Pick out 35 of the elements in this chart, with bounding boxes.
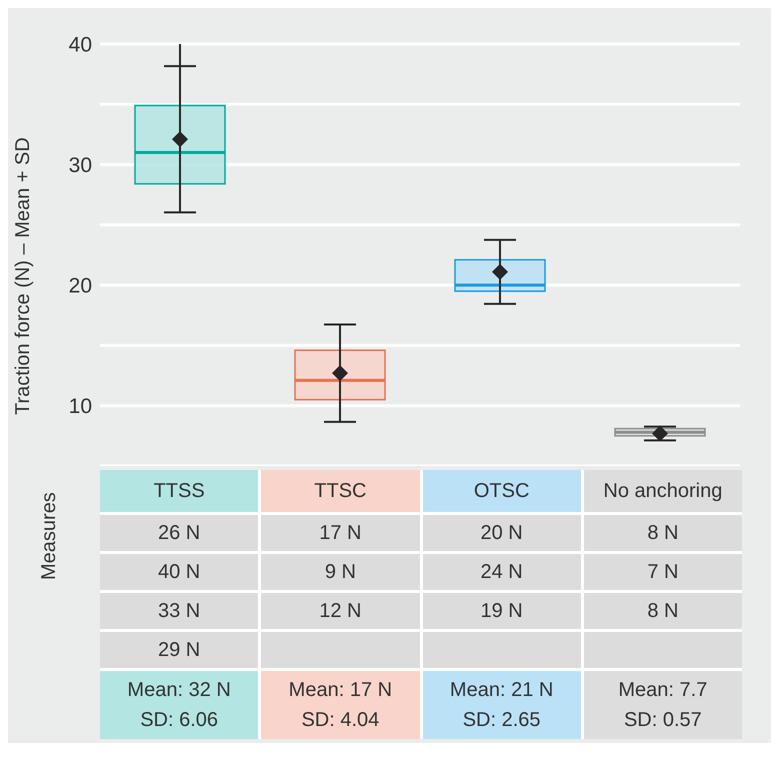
point (332, 365, 348, 382)
x-tick-label: OTSC (422, 470, 581, 512)
row-header: Measures (38, 492, 61, 580)
x-tick-label: No anchoring (584, 470, 742, 512)
text: 12 N (261, 593, 420, 629)
text: Mean: 7.7 (618, 678, 708, 703)
y-tick-label: 40 (68, 33, 92, 56)
text: Mean: 17 N (288, 678, 392, 703)
x-tick-label: TTSS (100, 470, 258, 512)
point (172, 131, 188, 148)
y-tick-label: 10 (68, 395, 92, 418)
text: SD: 0.57 (624, 708, 702, 733)
text: 33 N (100, 593, 258, 629)
text: 40 N (100, 554, 258, 590)
y-tick-label: 20 (68, 274, 92, 298)
text: SD: 2.65 (462, 708, 541, 733)
text: Mean: 21 N (450, 678, 554, 703)
text: 7 N (584, 554, 742, 590)
text: SD: 4.04 (301, 708, 380, 733)
point (492, 264, 508, 280)
text: 8 N (584, 515, 742, 551)
text: 20 N (422, 515, 581, 551)
y-axis-title: Traction force (N) – Mean + SD (12, 137, 34, 415)
text: 17 N (261, 515, 420, 551)
text: 9 N (261, 554, 420, 590)
text: SD: 6.06 (140, 708, 218, 733)
text: 24 N (422, 554, 581, 590)
text: 26 N (100, 515, 258, 551)
x-tick-label: TTSC (261, 470, 420, 512)
text: Mean: 32 N (127, 678, 231, 703)
text: 19 N (422, 593, 581, 629)
y-tick-label: 30 (68, 154, 92, 178)
text: 8 N (584, 593, 742, 629)
text: 29 N (100, 632, 258, 668)
point (652, 425, 668, 442)
